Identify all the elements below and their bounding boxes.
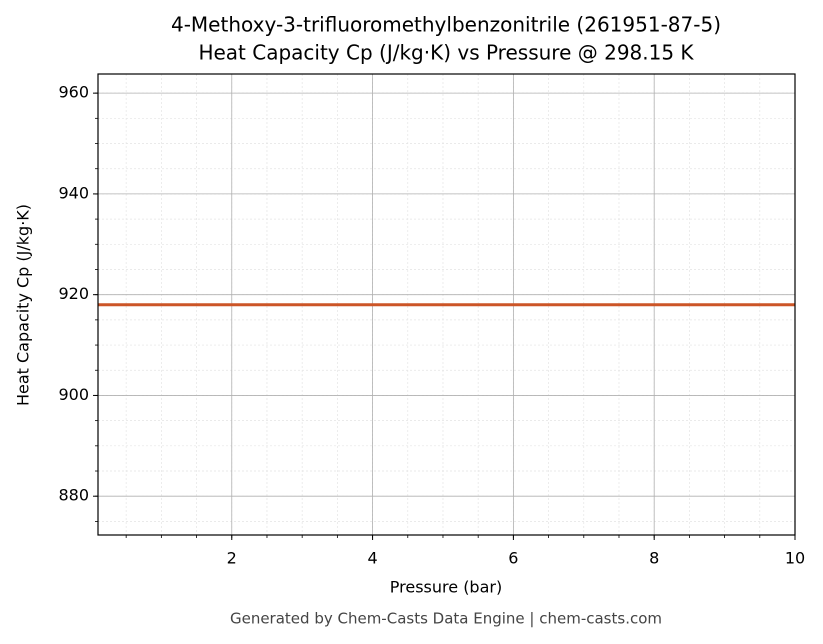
footer: Generated by Chem-Casts Data Engine | ch… [230,610,662,628]
chart-title: 4-Methoxy-3-trifluoromethylbenzonitrile … [171,13,721,37]
y-axis-label: Heat Capacity Cp (J/kg·K) [14,204,33,406]
y-tick-label: 880 [58,486,89,505]
x-tick-label: 8 [649,549,659,568]
plot-frame [97,73,796,536]
x-tick-label: 2 [227,549,237,568]
x-tick-label: 4 [367,549,377,568]
y-tick-label: 920 [58,284,89,303]
x-axis-label: Pressure (bar) [390,578,502,597]
x-tick-label: 10 [785,549,805,568]
y-tick-label: 960 [58,83,89,102]
x-tick-label: 6 [508,549,518,568]
chart-subtitle: Heat Capacity Cp (J/kg·K) vs Pressure @ … [198,41,694,65]
y-tick-label: 940 [58,183,89,202]
y-tick-label: 900 [58,385,89,404]
